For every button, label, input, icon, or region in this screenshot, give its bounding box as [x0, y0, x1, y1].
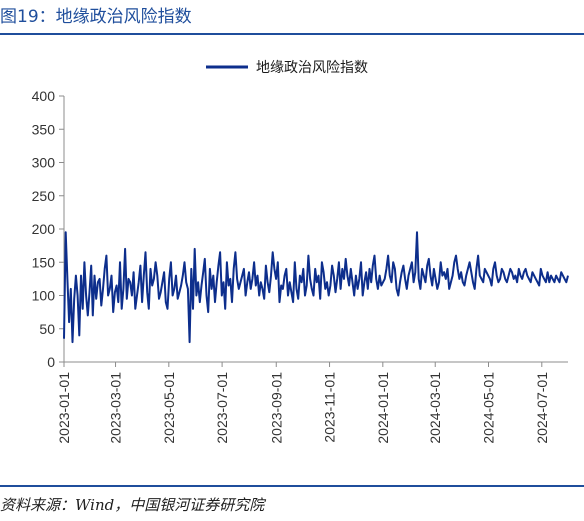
line-chart: 地缘政治风险指数 0 50 100 150 200 250 300 350 400 2023-0… — [32, 60, 569, 444]
x-tick-label: 2023-01-01 — [56, 372, 72, 444]
y-tick-label: 200 — [32, 221, 56, 237]
x-tick-label: 2024-01-01 — [375, 372, 391, 444]
y-tick-label: 150 — [32, 254, 56, 270]
x-tick-label: 2024-05-01 — [481, 372, 497, 444]
figure-title: 图19：地缘政治风险指数 — [0, 7, 192, 27]
legend: 地缘政治风险指数 — [206, 60, 368, 76]
y-tick-label: 0 — [47, 354, 55, 370]
x-axis: 2023-01-01 2023-03-01 2023-05-01 2023-07-01… — [56, 361, 568, 444]
x-tick-label: 2024-07-01 — [534, 372, 550, 444]
x-tick-label: 2024-03-01 — [427, 372, 443, 444]
x-tick-label: 2023-09-01 — [268, 372, 284, 444]
x-tick-label: 2023-03-01 — [108, 372, 124, 444]
y-tick-label: 350 — [32, 121, 56, 137]
y-tick-label: 300 — [32, 155, 56, 171]
y-tick-label: 400 — [32, 88, 56, 104]
source-note: 资料来源：Wind，中国银河证券研究院 — [0, 496, 265, 514]
legend-label: 地缘政治风险指数 — [256, 60, 368, 76]
x-tick-label: 2023-07-01 — [214, 372, 230, 444]
y-axis: 0 50 100 150 200 250 300 350 400 — [32, 88, 65, 370]
title-divider — [0, 33, 584, 35]
y-tick-label: 50 — [39, 321, 55, 337]
plot-area — [63, 231, 569, 344]
x-tick-label: 2023-05-01 — [161, 372, 177, 444]
y-tick-label: 250 — [32, 188, 56, 204]
series-line-geopolitical-risk-index — [63, 231, 569, 344]
x-tick-label: 2023-11-01 — [322, 372, 338, 443]
y-tick-label: 100 — [32, 288, 56, 304]
source-divider — [0, 485, 584, 487]
